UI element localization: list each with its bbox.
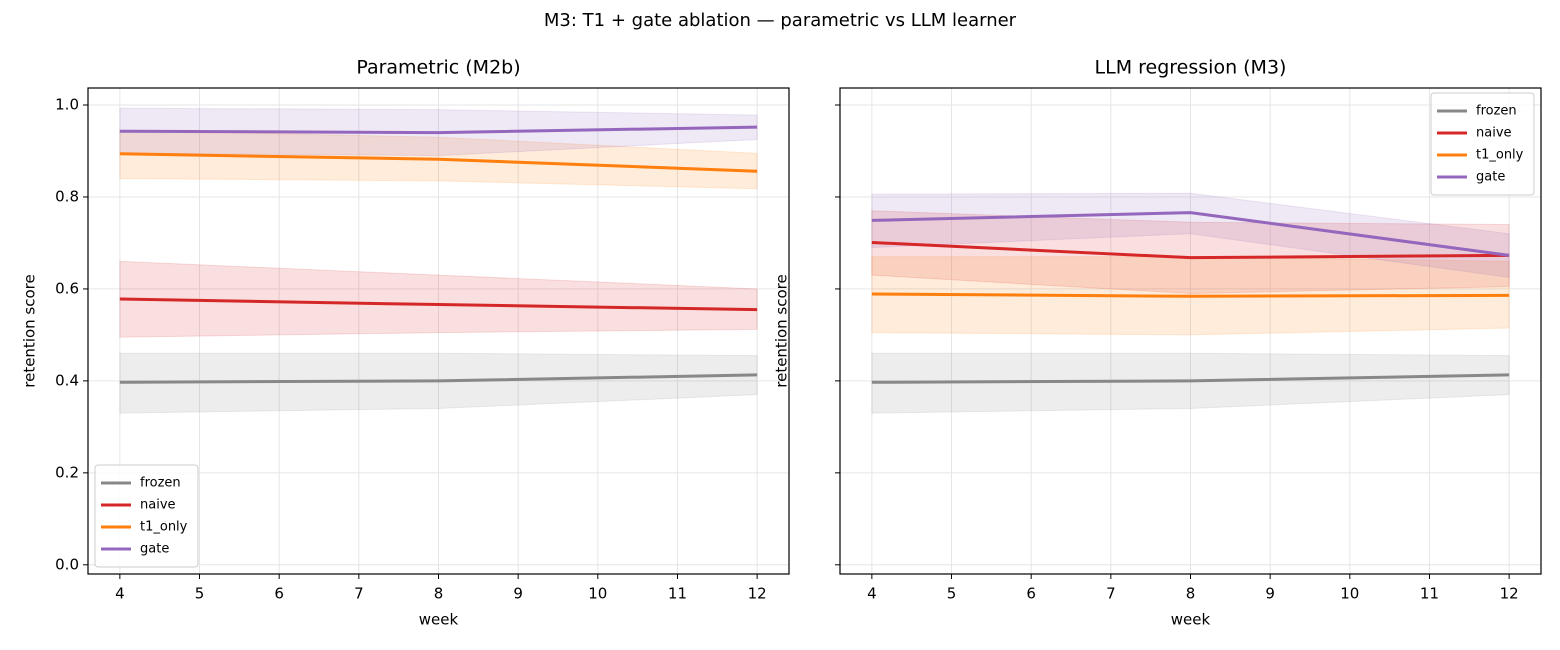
y-axis-label: retention score <box>773 274 791 388</box>
y-tick-label: 0.2 <box>55 463 79 481</box>
axes-frame <box>87 87 790 575</box>
y-tick-label: 0.8 <box>55 187 79 205</box>
y-axis-label: retention score <box>21 274 39 388</box>
x-tick-label: 4 <box>115 585 125 603</box>
x-tick-label: 6 <box>274 585 284 603</box>
x-tick-label: 8 <box>434 585 444 603</box>
x-axis-label: week <box>419 611 459 629</box>
y-tick-label: 0.0 <box>55 555 79 573</box>
line <box>871 211 1510 257</box>
legend-label: t1_only <box>140 520 188 535</box>
x-tick-label: 10 <box>1340 585 1359 603</box>
confidence-band <box>119 352 758 414</box>
legend-box <box>1430 92 1535 196</box>
legend-label: frozen <box>1476 104 1517 119</box>
confidence-band <box>871 192 1510 279</box>
legend-label: gate <box>1476 170 1505 185</box>
x-tick-label: 8 <box>1186 585 1196 603</box>
y-tick-label: 1.0 <box>55 96 79 114</box>
x-tick-label: 4 <box>867 585 877 603</box>
line <box>871 240 1510 260</box>
x-tick-label: 7 <box>354 585 364 603</box>
y-tick-label: 0.6 <box>55 279 79 297</box>
line <box>119 152 758 173</box>
x-tick-label: 11 <box>668 585 687 603</box>
x-tick-label: 7 <box>1106 585 1116 603</box>
x-tick-label: 9 <box>513 585 523 603</box>
line <box>871 373 1510 384</box>
x-tick-label: 5 <box>947 585 957 603</box>
x-tick-label: 11 <box>1420 585 1439 603</box>
confidence-band <box>119 260 758 338</box>
legend-label: naive <box>1476 126 1512 141</box>
line <box>119 373 758 384</box>
axes-title: Parametric (M2b) <box>356 57 520 79</box>
y-tick-label: 0.4 <box>55 371 79 389</box>
x-tick-label: 12 <box>748 585 767 603</box>
legend-label: frozen <box>140 476 181 491</box>
line <box>871 292 1510 298</box>
x-tick-label: 6 <box>1026 585 1036 603</box>
x-tick-label: 9 <box>1265 585 1275 603</box>
line <box>119 125 758 135</box>
x-tick-label: 12 <box>1500 585 1519 603</box>
confidence-band <box>871 352 1510 414</box>
legend-label: t1_only <box>1476 148 1524 163</box>
figure-title: M3: T1 + gate ablation — parametric vs L… <box>544 10 1017 31</box>
x-tick-label: 5 <box>195 585 205 603</box>
axes-title: LLM regression (M3) <box>1095 57 1287 79</box>
legend-box <box>94 464 199 568</box>
x-tick-label: 10 <box>588 585 607 603</box>
legend-label: naive <box>140 498 176 513</box>
line <box>119 297 758 312</box>
x-axis-label: week <box>1171 611 1211 629</box>
confidence-band <box>871 210 1510 295</box>
axes-frame <box>839 87 1542 575</box>
legend-label: gate <box>140 542 169 557</box>
